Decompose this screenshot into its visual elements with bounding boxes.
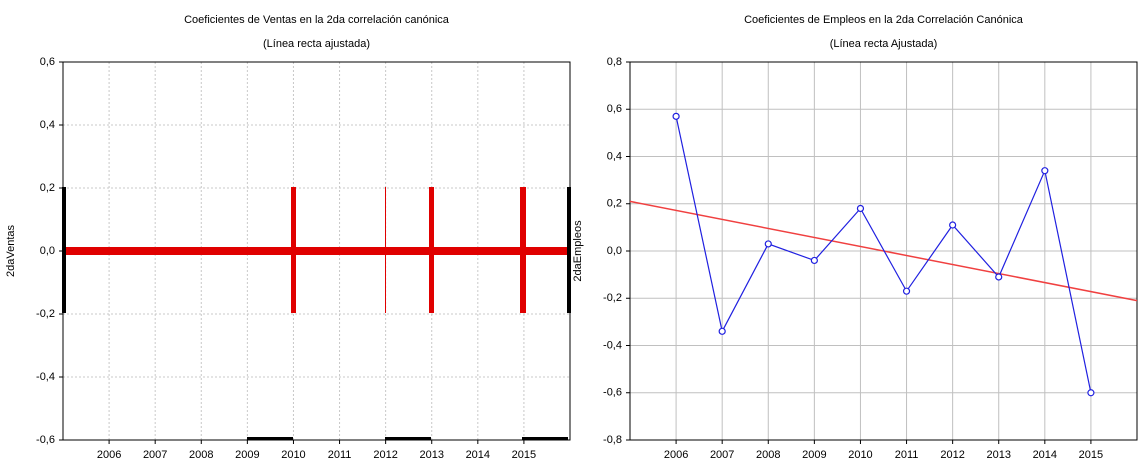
x-tick-label: 2010 [848, 449, 872, 461]
artifact-bar [247, 437, 293, 440]
y-tick-label: 0,0 [607, 245, 622, 257]
data-point [718, 327, 726, 335]
artifact-bar [567, 187, 571, 313]
data-point [672, 112, 680, 120]
x-tick-label: 2007 [710, 449, 734, 461]
x-tick-label: 2011 [328, 449, 352, 461]
x-tick-label: 2012 [940, 449, 964, 461]
y-tick-label: 0,2 [607, 198, 622, 210]
x-tick-label: 2009 [235, 449, 259, 461]
data-point [764, 240, 772, 248]
x-tick-label: 2013 [986, 449, 1010, 461]
plot-frame [629, 61, 1138, 441]
x-tick-label: 2010 [281, 449, 305, 461]
y-tick-label: 0,8 [607, 56, 622, 68]
data-point [995, 273, 1003, 281]
y-tick-label: 0,2 [40, 182, 55, 194]
y-tick-label: -0,2 [603, 292, 622, 304]
data-point [949, 221, 957, 229]
x-tick-label: 2011 [895, 449, 919, 461]
artifact-bar [520, 187, 526, 313]
x-tick-label: 2014 [1033, 449, 1057, 461]
chart-title: Coeficientes de Ventas en la 2da correla… [184, 14, 450, 26]
artifact-bar [522, 437, 568, 440]
y-tick-label: 0,6 [40, 56, 55, 68]
x-tick-label: 2015 [512, 449, 536, 461]
x-tick-label: 2008 [756, 449, 780, 461]
y-axis-label: 2daVentas [5, 225, 17, 277]
y-axis-label: 2daEmpleos [572, 220, 584, 282]
y-tick-label: 0,4 [40, 119, 55, 131]
y-tick-label: 0,4 [607, 150, 622, 162]
artifact-bar [291, 187, 296, 313]
y-tick-label: 0,0 [40, 245, 55, 257]
artifact-bar [385, 187, 386, 313]
artifacts [62, 187, 571, 440]
x-tick-label: 2006 [97, 449, 121, 461]
x-tick-label: 2006 [664, 449, 688, 461]
y-tick-label: -0,8 [603, 434, 622, 446]
x-tick-label: 2012 [373, 449, 397, 461]
artifact-bar [429, 187, 434, 313]
chart-subtitle: (Línea recta Ajustada) [830, 38, 938, 50]
chart-subtitle: (Línea recta ajustada) [263, 38, 370, 50]
y-tick-label: 0,6 [607, 103, 622, 115]
data-point [902, 287, 911, 295]
y-tick-label: -0,6 [603, 387, 622, 399]
artifact-bar [385, 437, 431, 440]
series-line [675, 116, 1092, 393]
y-tick-label: -0,6 [36, 434, 55, 446]
data-point [810, 256, 818, 265]
data-point [1087, 389, 1095, 397]
x-tick-label: 2009 [802, 449, 826, 461]
y-tick-label: -0,4 [603, 339, 622, 351]
x-tick-label: 2008 [189, 449, 213, 461]
data-point [1041, 167, 1049, 175]
y-tick-label: -0,2 [36, 308, 55, 320]
x-tick-label: 2013 [419, 449, 443, 461]
x-tick-label: 2014 [466, 449, 490, 461]
y-tick-label: -0,4 [36, 371, 55, 383]
chart-title: Coeficientes de Empleos en la 2da Correl… [744, 14, 1024, 26]
artifact-bar [62, 187, 66, 313]
data-point [856, 204, 865, 213]
x-tick-label: 2015 [1079, 449, 1103, 461]
chart: Coeficientes de Empleos en la 2da Correl… [572, 14, 1138, 461]
x-tick-label: 2007 [143, 449, 167, 461]
